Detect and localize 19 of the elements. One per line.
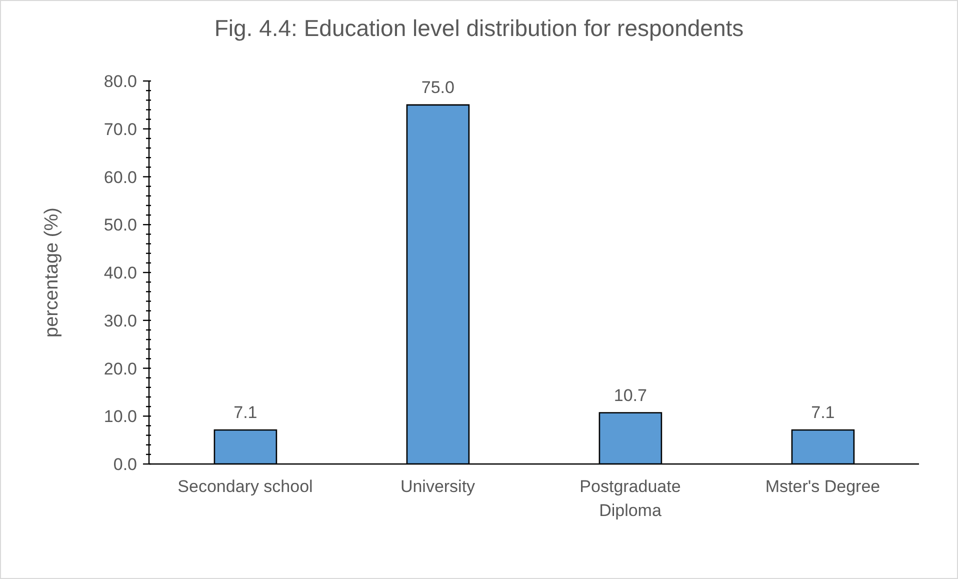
x-tick-label: Postgraduate Diploma <box>580 477 681 520</box>
y-axis-title: percentage (%) <box>42 208 63 338</box>
y-tick-label: 0.0 <box>113 455 137 474</box>
y-tick-label: 60.0 <box>104 168 137 187</box>
x-tick-label: Mster's Degree <box>765 477 880 496</box>
y-tick-label: 30.0 <box>104 311 137 330</box>
data-label: 7.1 <box>811 403 835 422</box>
data-label: 10.7 <box>614 386 647 405</box>
y-tick-label: 10.0 <box>104 407 137 426</box>
x-tick-label: University <box>400 477 476 496</box>
data-label: 75.0 <box>421 78 454 97</box>
y-tick-label: 50.0 <box>104 216 137 235</box>
y-tick-label: 80.0 <box>104 72 137 91</box>
y-tick-label: 40.0 <box>104 264 137 282</box>
x-tick-label: Secondary school <box>178 477 313 496</box>
y-tick-label: 70.0 <box>104 120 137 139</box>
data-label: 7.1 <box>234 403 258 422</box>
y-tick-label: 20.0 <box>104 359 137 378</box>
chart-title: Fig. 4.4: Education level distribution for respondents <box>213 15 745 42</box>
